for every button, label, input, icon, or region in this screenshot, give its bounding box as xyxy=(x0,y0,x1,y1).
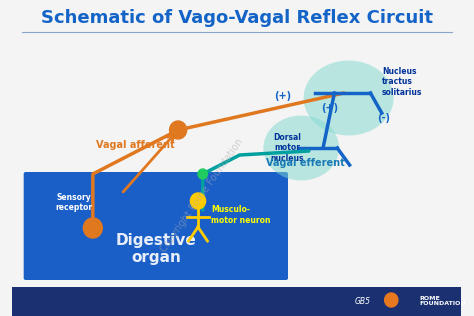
Text: Musculo-
motor neuron: Musculo- motor neuron xyxy=(211,205,271,225)
Circle shape xyxy=(384,293,398,307)
Ellipse shape xyxy=(304,60,393,136)
Text: Sensory
receptor: Sensory receptor xyxy=(55,192,92,212)
Text: Copyright Rome Foundation: Copyright Rome Foundation xyxy=(159,136,245,254)
FancyBboxPatch shape xyxy=(24,172,288,280)
Text: (+): (+) xyxy=(321,103,338,113)
Circle shape xyxy=(170,121,187,139)
Text: Vagal afferent: Vagal afferent xyxy=(96,140,174,150)
Circle shape xyxy=(83,218,102,238)
Circle shape xyxy=(191,193,206,209)
Circle shape xyxy=(198,169,208,179)
Text: (+): (+) xyxy=(274,91,291,101)
Text: GB5: GB5 xyxy=(355,296,371,306)
Text: Digestive
organ: Digestive organ xyxy=(116,233,196,265)
FancyBboxPatch shape xyxy=(12,287,461,316)
Text: Dorsal
motor
nucleus: Dorsal motor nucleus xyxy=(270,133,304,163)
Text: (-): (-) xyxy=(377,113,390,123)
Text: Nucleus
tractus
solitarius: Nucleus tractus solitarius xyxy=(382,67,422,97)
Text: Schematic of Vago-Vagal Reflex Circuit: Schematic of Vago-Vagal Reflex Circuit xyxy=(41,9,433,27)
Text: ROME
FOUNDATION: ROME FOUNDATION xyxy=(419,295,466,307)
Text: Vagal efferent: Vagal efferent xyxy=(266,158,345,168)
Ellipse shape xyxy=(264,116,339,180)
